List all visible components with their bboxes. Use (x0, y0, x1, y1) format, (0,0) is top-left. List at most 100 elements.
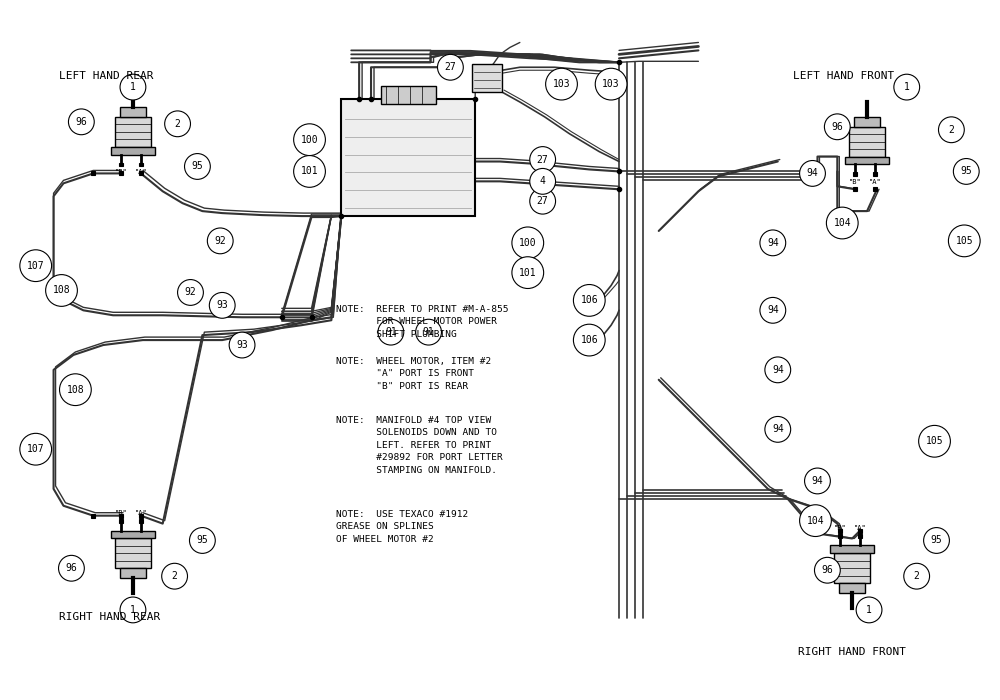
Circle shape (765, 416, 791, 442)
Text: 103: 103 (553, 79, 570, 89)
Circle shape (546, 69, 577, 100)
Bar (115, 117, 151, 146)
Text: 2: 2 (172, 571, 178, 581)
Circle shape (162, 564, 188, 589)
Circle shape (512, 257, 544, 288)
Circle shape (938, 117, 964, 143)
Text: 95: 95 (197, 536, 208, 545)
Circle shape (120, 74, 146, 100)
Text: 92: 92 (214, 236, 226, 246)
Circle shape (924, 528, 949, 554)
Bar (839, 583, 865, 593)
Circle shape (760, 298, 786, 323)
Circle shape (530, 169, 556, 194)
Circle shape (189, 528, 215, 554)
Text: 95: 95 (931, 536, 942, 545)
Text: 101: 101 (519, 267, 537, 278)
Text: 95: 95 (192, 162, 203, 172)
Circle shape (800, 505, 831, 536)
Text: 93: 93 (216, 300, 228, 310)
Text: 96: 96 (822, 565, 833, 575)
Text: 106: 106 (580, 295, 598, 305)
Bar (119, 514, 123, 518)
Text: "A": "A" (854, 524, 866, 531)
Text: "B": "B" (115, 510, 127, 516)
Text: 107: 107 (27, 260, 45, 271)
Circle shape (530, 146, 556, 172)
Bar (853, 172, 857, 176)
Text: 104: 104 (833, 218, 851, 228)
Bar (120, 107, 146, 117)
Circle shape (46, 274, 77, 307)
Text: NOTE:  WHEEL MOTOR, ITEM #2
       "A" PORT IS FRONT
       "B" PORT IS REAR: NOTE: WHEEL MOTOR, ITEM #2 "A" PORT IS F… (336, 357, 492, 391)
Bar (119, 172, 123, 176)
Text: LEFT HAND FRONT: LEFT HAND FRONT (793, 71, 894, 80)
Text: 1: 1 (130, 605, 136, 615)
Text: 93: 93 (236, 340, 248, 350)
Circle shape (20, 250, 52, 281)
Bar (91, 514, 95, 518)
Circle shape (760, 230, 786, 256)
Circle shape (209, 293, 235, 318)
Circle shape (120, 597, 146, 623)
Circle shape (530, 188, 556, 214)
Circle shape (894, 74, 920, 100)
Text: 1: 1 (866, 605, 872, 615)
Circle shape (59, 555, 84, 581)
Circle shape (814, 557, 840, 583)
Text: "B": "B" (849, 179, 862, 186)
Circle shape (595, 69, 627, 100)
Text: 94: 94 (767, 238, 779, 248)
Text: 94: 94 (772, 424, 784, 435)
Text: NOTE:  USE TEXACO #1912
GREASE ON SPLINES
OF WHEEL MOTOR #2: NOTE: USE TEXACO #1912 GREASE ON SPLINES… (336, 510, 469, 544)
Text: 105: 105 (955, 236, 973, 246)
Text: "A": "A" (134, 169, 147, 176)
Circle shape (573, 284, 605, 316)
Bar (111, 146, 155, 155)
Bar (853, 188, 857, 191)
Bar (139, 514, 143, 518)
Circle shape (824, 114, 850, 140)
Text: RIGHT HAND FRONT: RIGHT HAND FRONT (798, 647, 906, 657)
Bar (834, 554, 870, 583)
Text: 27: 27 (445, 62, 456, 72)
Bar (838, 528, 842, 533)
Circle shape (573, 324, 605, 356)
Text: 103: 103 (602, 79, 620, 89)
Text: 94: 94 (812, 476, 823, 486)
Text: 95: 95 (960, 167, 972, 176)
Text: 105: 105 (926, 436, 943, 447)
Text: 91: 91 (385, 327, 397, 337)
Bar (119, 519, 123, 523)
Bar (873, 188, 877, 191)
Text: 100: 100 (519, 238, 537, 248)
Text: "A": "A" (869, 179, 881, 186)
Circle shape (512, 227, 544, 259)
Circle shape (800, 160, 825, 186)
Circle shape (378, 319, 404, 345)
Text: RIGHT HAND REAR: RIGHT HAND REAR (59, 612, 160, 622)
Circle shape (185, 153, 210, 179)
Bar (381, 86, 436, 104)
Text: 104: 104 (807, 516, 824, 526)
Circle shape (165, 111, 190, 136)
Text: 1: 1 (904, 82, 910, 92)
Bar (119, 162, 123, 167)
Circle shape (904, 564, 930, 589)
Circle shape (948, 225, 980, 257)
Text: 100: 100 (301, 134, 318, 145)
Text: LEFT HAND REAR: LEFT HAND REAR (59, 71, 153, 80)
Bar (472, 64, 502, 92)
Bar (845, 157, 889, 164)
Circle shape (178, 279, 203, 305)
Text: 27: 27 (537, 155, 549, 164)
Circle shape (805, 468, 830, 493)
Circle shape (20, 433, 52, 465)
Circle shape (294, 155, 325, 188)
Text: 107: 107 (27, 444, 45, 454)
Text: "B": "B" (115, 169, 127, 176)
Circle shape (826, 207, 858, 239)
Bar (858, 533, 862, 538)
Text: 2: 2 (948, 125, 954, 135)
Bar (139, 162, 143, 167)
